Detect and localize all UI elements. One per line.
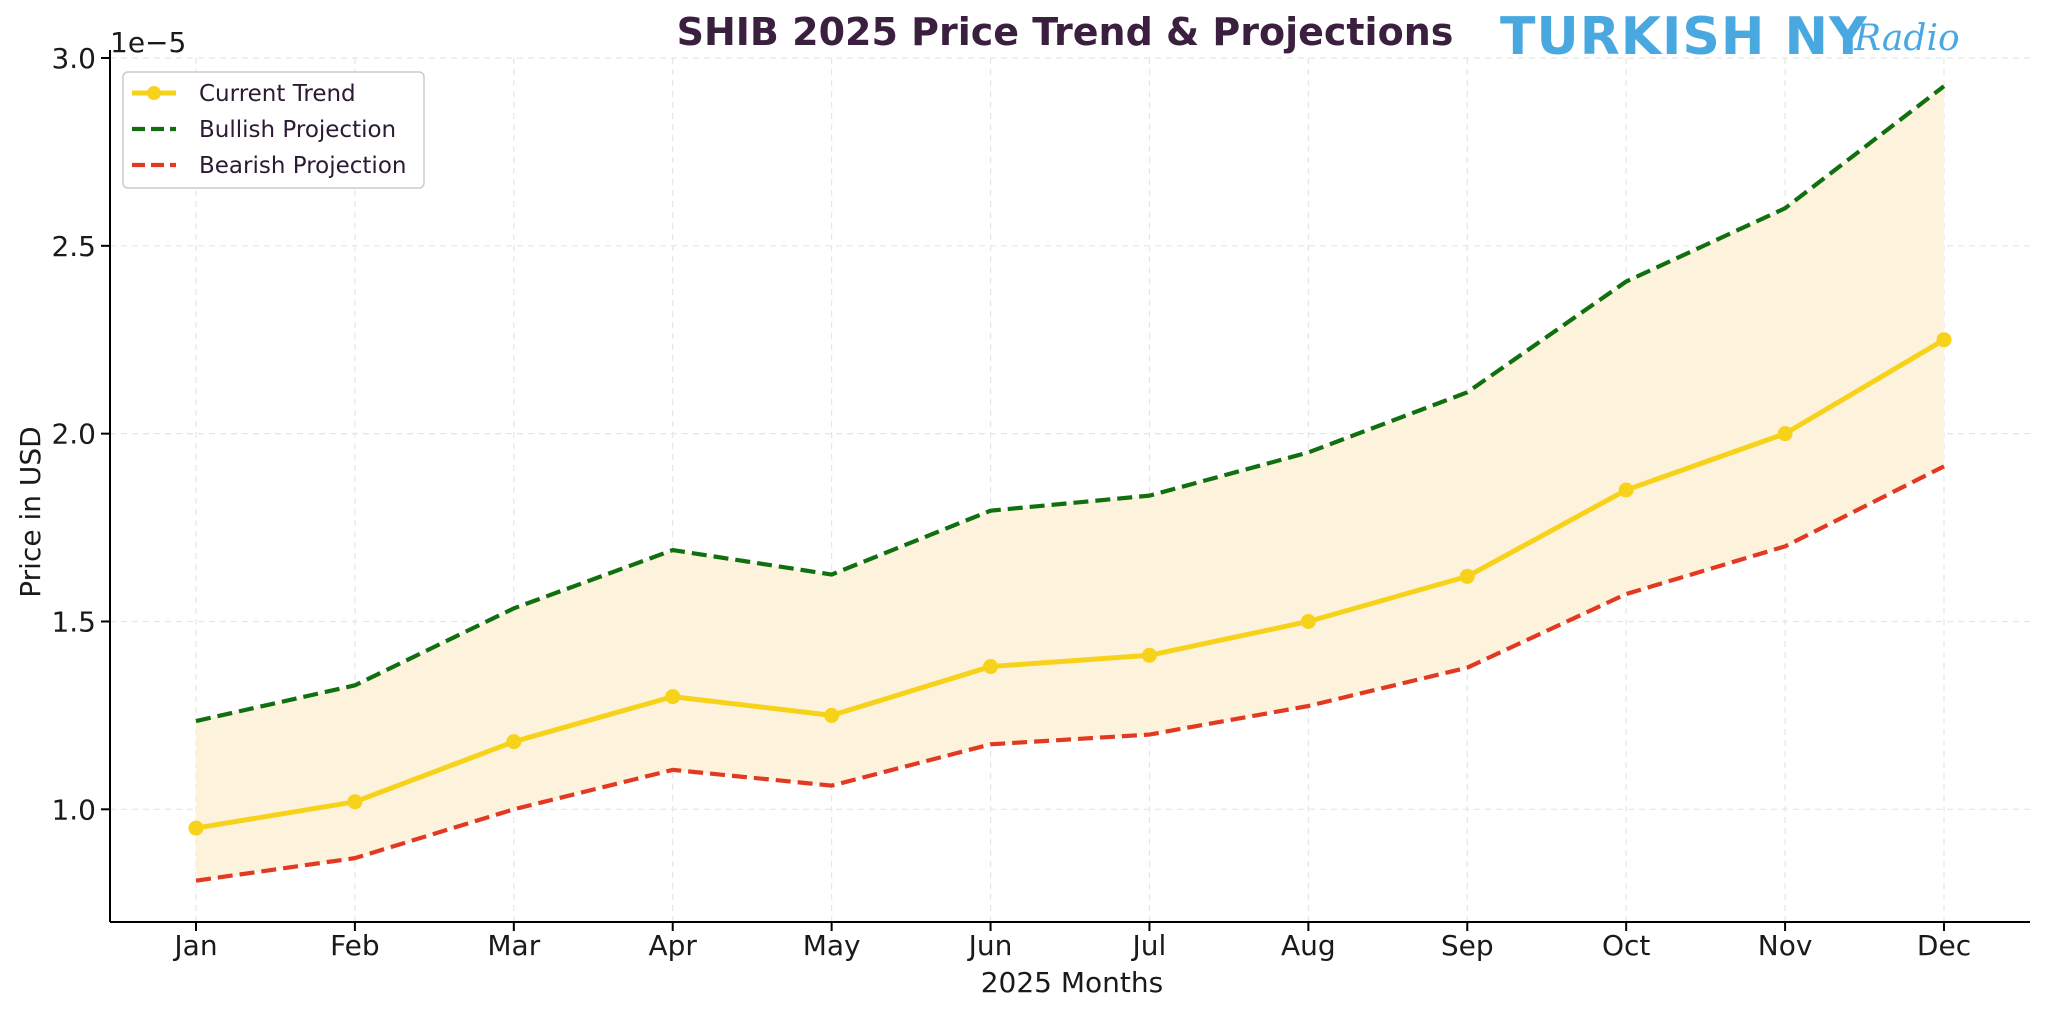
x-tick-label: Nov: [1758, 929, 1813, 962]
legend-marker-current-trend: [147, 86, 161, 100]
watermark-script: Radio: [1853, 18, 1960, 59]
data-point-current-trend: [1936, 332, 1952, 348]
watermark-logo: TURKISH NY Radio: [1500, 7, 1960, 67]
axes: [109, 50, 2030, 923]
legend-label-bearish-projection: Bearish Projection: [199, 153, 406, 179]
x-tick-label: Jan: [172, 929, 217, 962]
x-tick-label: Jun: [967, 929, 1013, 962]
x-tick-label: May: [803, 929, 861, 962]
x-tick-label: Aug: [1281, 929, 1336, 962]
x-axis-label: 2025 Months: [981, 966, 1164, 999]
legend: Current Trend Bullish Projection Bearish P…: [122, 71, 425, 189]
projection-range-band: [196, 86, 1944, 881]
chart-title: SHIB 2025 Price Trend & Projections: [677, 10, 1454, 54]
data-point-current-trend: [665, 689, 681, 705]
x-axis-ticks: Jan Feb Mar Apr May Jun Jul Aug Sep Oct Nov Dec: [172, 922, 1971, 962]
watermark-brand: TURKISH NY: [1500, 7, 1868, 67]
data-point-current-trend: [1300, 613, 1316, 629]
y-tick-label: 3.0: [51, 42, 96, 75]
legend-label-current-trend: Current Trend: [199, 81, 356, 107]
data-point-current-trend: [347, 794, 363, 810]
legend-label-bullish-projection: Bullish Projection: [199, 117, 396, 143]
x-tick-label: Dec: [1917, 929, 1971, 962]
y-tick-label: 1.5: [51, 605, 96, 638]
x-tick-label: Sep: [1441, 929, 1494, 962]
data-point-current-trend: [1141, 647, 1157, 663]
x-tick-label: Oct: [1602, 929, 1650, 962]
data-point-current-trend: [1777, 426, 1793, 442]
data-point-current-trend: [1618, 482, 1634, 498]
x-tick-label: Mar: [487, 929, 540, 962]
y-tick-label: 2.0: [51, 418, 96, 451]
series-line-bullish-projection: [195, 84, 1946, 724]
data-point-current-trend: [188, 820, 204, 836]
legend-frame: [122, 71, 425, 189]
data-point-current-trend: [983, 659, 999, 675]
y-axis-ticks: 1.0 1.5 2.0 2.5 3.0: [51, 42, 110, 826]
data-point-current-trend: [824, 707, 840, 723]
data-point-current-trend: [1459, 568, 1475, 584]
data-point-current-trend: [506, 734, 522, 750]
x-tick-label: Apr: [649, 929, 698, 962]
x-tick-label: Jul: [1131, 929, 1167, 962]
y-tick-label: 1.0: [51, 793, 96, 826]
y-tick-label: 2.5: [51, 230, 96, 263]
series-line-current-trend: [195, 337, 1946, 831]
series-layer: [188, 84, 1952, 883]
y-axis-label: Price in USD: [14, 426, 47, 597]
x-tick-label: Feb: [330, 929, 380, 962]
series-line-bearish-projection: [195, 464, 1945, 883]
y-axis-offset-label: 1e−5: [110, 26, 186, 59]
